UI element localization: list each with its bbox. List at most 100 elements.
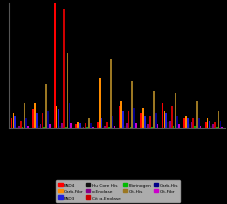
Bar [198, 119, 200, 129]
Bar [61, 124, 63, 129]
Bar [131, 81, 133, 129]
Bar [108, 127, 110, 129]
Bar [58, 110, 59, 129]
Bar [126, 124, 128, 129]
Bar [54, 4, 56, 129]
Bar [110, 60, 111, 129]
Bar [34, 104, 36, 129]
Bar [185, 116, 187, 129]
Bar [176, 116, 178, 129]
Bar [212, 125, 214, 129]
Bar [56, 106, 57, 129]
Bar [187, 119, 189, 129]
Bar [164, 111, 165, 129]
Bar [43, 127, 45, 129]
Bar [49, 125, 51, 129]
Bar [104, 126, 106, 129]
Bar [92, 127, 94, 129]
Bar [25, 119, 27, 129]
Bar [153, 91, 155, 129]
Bar [209, 121, 210, 129]
Bar [165, 114, 167, 129]
Bar [45, 85, 47, 129]
Bar [97, 122, 99, 129]
Bar [70, 124, 72, 129]
Bar [22, 127, 23, 129]
Bar [32, 110, 34, 129]
Bar [79, 124, 81, 129]
Bar [103, 127, 104, 129]
Bar [146, 126, 147, 129]
Bar [11, 119, 12, 129]
Bar [122, 111, 124, 129]
Bar [112, 116, 113, 129]
Bar [183, 119, 185, 129]
Bar [27, 126, 29, 129]
Bar [200, 126, 202, 129]
Bar [69, 104, 70, 129]
Bar [128, 111, 129, 129]
Bar [101, 119, 102, 129]
Bar [15, 116, 16, 129]
Bar [192, 119, 194, 129]
Bar [118, 106, 120, 129]
Bar [16, 127, 18, 129]
Bar [24, 104, 25, 129]
Bar [214, 122, 216, 129]
Bar [18, 126, 20, 129]
Bar [106, 122, 108, 129]
Bar [220, 121, 221, 129]
Bar [59, 126, 61, 129]
Bar [36, 114, 38, 129]
Bar [169, 121, 171, 129]
Bar [171, 106, 173, 129]
Bar [85, 124, 86, 129]
Bar [178, 125, 180, 129]
Bar [83, 127, 84, 129]
Bar [63, 10, 65, 129]
Bar [86, 127, 88, 129]
Bar [133, 109, 135, 129]
Bar [47, 111, 49, 129]
Bar [90, 124, 92, 129]
Bar [155, 114, 156, 129]
Bar [20, 121, 22, 129]
Bar [38, 126, 39, 129]
Bar [75, 125, 77, 129]
Bar [149, 116, 151, 129]
Bar [77, 122, 79, 129]
Bar [148, 125, 149, 129]
Bar [81, 127, 83, 129]
Bar [65, 127, 67, 129]
Bar [13, 114, 14, 129]
Bar [151, 127, 153, 129]
Bar [173, 126, 174, 129]
Bar [124, 126, 126, 129]
Bar [144, 116, 146, 129]
Bar [194, 126, 196, 129]
Bar [189, 125, 190, 129]
Legend: PAD4, Carb-Fibr, PAD3, Hu Core His, α-Enolase, Cit α-Enolase, Fibrinogen, Cit-Hi: PAD4, Carb-Fibr, PAD3, Hu Core His, α-En… [56, 181, 180, 202]
Bar [167, 122, 169, 129]
Bar [162, 104, 163, 129]
Bar [99, 79, 101, 129]
Bar [205, 122, 207, 129]
Bar [135, 124, 137, 129]
Bar [210, 126, 212, 129]
Bar [191, 122, 192, 129]
Bar [196, 101, 198, 129]
Bar [67, 54, 68, 129]
Bar [121, 101, 122, 129]
Bar [114, 126, 115, 129]
Bar [221, 127, 223, 129]
Bar [207, 119, 208, 129]
Bar [88, 119, 90, 129]
Bar [130, 127, 131, 129]
Bar [142, 109, 144, 129]
Bar [40, 125, 41, 129]
Bar [140, 114, 142, 129]
Bar [175, 94, 176, 129]
Bar [218, 111, 219, 129]
Bar [216, 127, 217, 129]
Bar [42, 114, 43, 129]
